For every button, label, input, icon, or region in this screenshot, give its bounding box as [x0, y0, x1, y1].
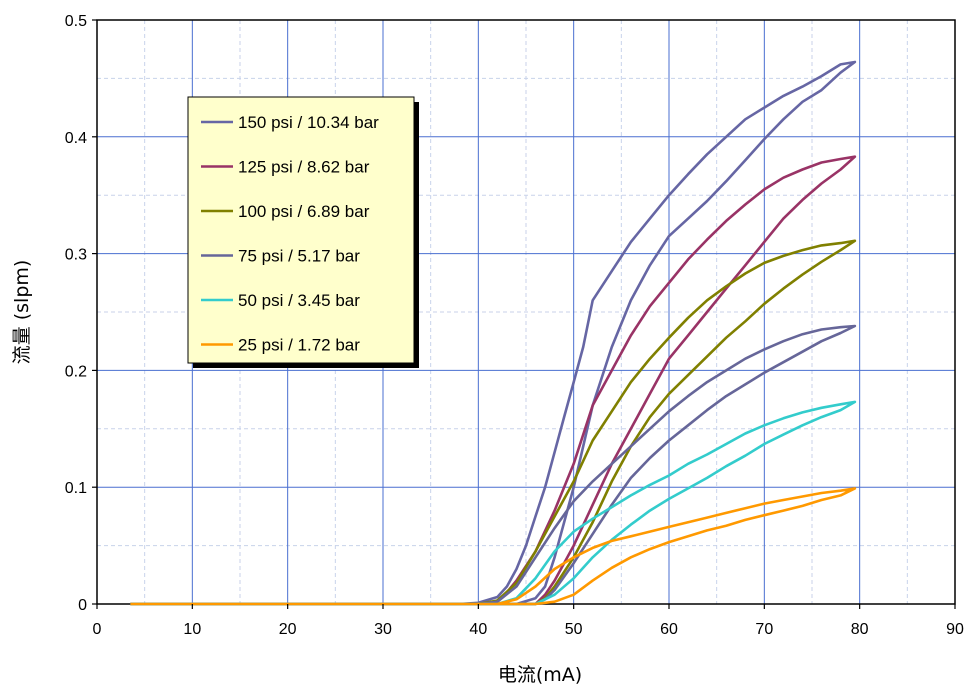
y-tick-label: 0.2	[65, 363, 87, 380]
x-tick-label: 20	[279, 621, 297, 638]
x-tick-label: 50	[565, 621, 583, 638]
x-tick-label: 60	[660, 621, 678, 638]
x-tick-label: 40	[469, 621, 487, 638]
legend-label: 125 psi / 8.62 bar	[238, 158, 370, 177]
legend-label: 50 psi / 3.45 bar	[238, 291, 360, 310]
y-axis-title: 流量 (slpm)	[11, 260, 33, 365]
x-tick-label: 30	[374, 621, 392, 638]
legend-box	[187, 96, 415, 364]
y-tick-label: 0.3	[65, 247, 87, 264]
x-tick-label: 0	[93, 621, 102, 638]
legend: 150 psi / 10.34 bar 125 psi / 8.62 bar 100…	[187, 96, 419, 368]
series-line-5	[130, 487, 857, 606]
series-line-2	[130, 239, 857, 606]
y-tick-label: 0.1	[65, 480, 87, 497]
x-tick-label: 80	[851, 621, 869, 638]
axis-ticks: 0 10 20 30 40 50 60 70 80 90 0 0.1 0.2 0.3 0.4 0.5	[65, 13, 964, 638]
x-tick-label: 10	[183, 621, 201, 638]
x-tick-label: 70	[755, 621, 773, 638]
series-line-3	[130, 324, 857, 606]
y-tick-label: 0.4	[65, 130, 87, 147]
legend-label: 150 psi / 10.34 bar	[238, 113, 379, 132]
series-line-4	[130, 400, 857, 606]
series-line-0	[130, 60, 857, 606]
series-layer	[130, 60, 857, 606]
legend-label: 25 psi / 1.72 bar	[238, 336, 360, 355]
legend-label: 75 psi / 5.17 bar	[238, 247, 360, 266]
y-tick-label: 0.5	[65, 13, 87, 30]
series-line-1	[130, 155, 857, 606]
x-axis-title: 电流(mA)	[498, 664, 582, 686]
x-tick-label: 90	[946, 621, 964, 638]
y-tick-label: 0	[78, 597, 87, 614]
legend-label: 100 psi / 6.89 bar	[238, 202, 370, 221]
